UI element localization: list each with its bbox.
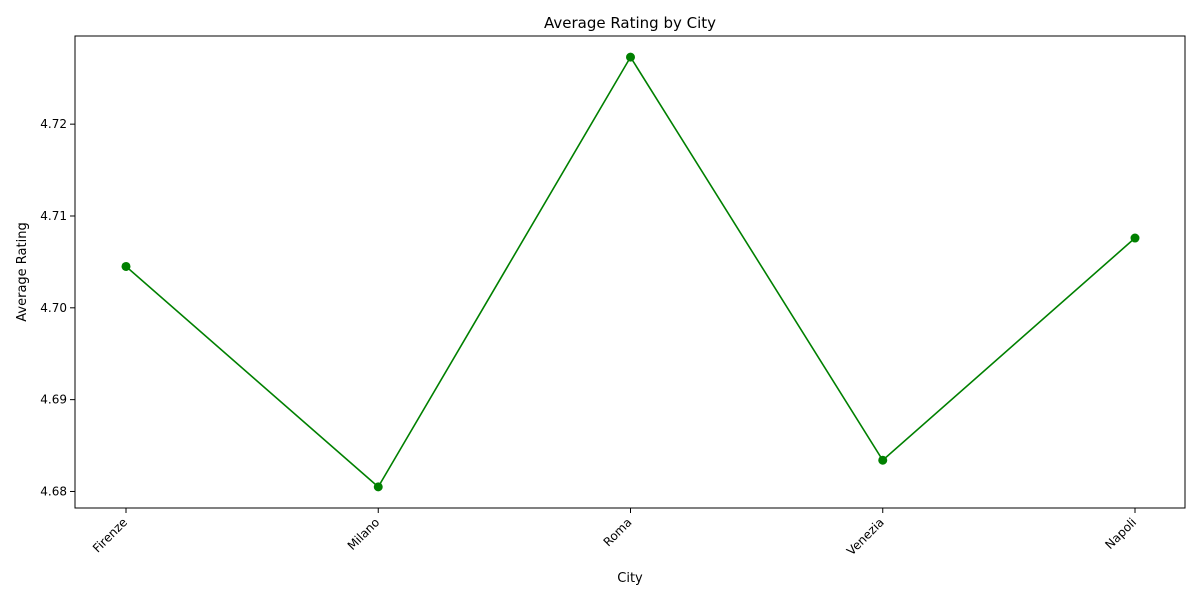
data-point [878,455,888,465]
y-axis-label: Average Rating [15,222,30,321]
series-layer [121,52,1140,492]
y-tick-label: 4.69 [40,393,67,407]
chart-title: Average Rating by City [544,14,716,32]
data-point [373,482,383,492]
y-tick-label: 4.70 [40,301,67,315]
data-point [626,52,635,62]
y-axis-ticks: 4.68 4.69 4.70 4.71 4.72 [40,117,75,498]
y-tick-label: 4.72 [40,117,67,131]
y-tick-label: 4.71 [40,209,67,223]
data-point [1130,233,1140,243]
y-tick-label: 4.68 [40,484,67,498]
data-point [121,261,131,271]
x-axis-label: City [617,571,643,586]
plot-frame [74,35,1186,509]
